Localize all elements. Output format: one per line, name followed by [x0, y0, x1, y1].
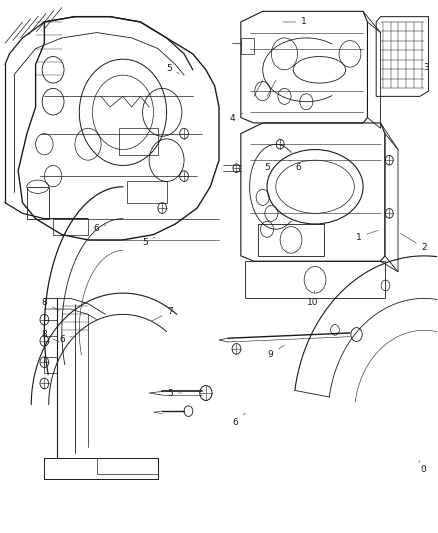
- Text: 6: 6: [233, 413, 245, 427]
- Text: 7: 7: [152, 307, 173, 321]
- Text: 2: 2: [400, 233, 427, 253]
- Text: 6: 6: [93, 224, 106, 233]
- Text: 6: 6: [289, 160, 301, 172]
- Text: 10: 10: [307, 290, 318, 307]
- Text: 5: 5: [166, 64, 180, 74]
- Text: 5: 5: [142, 237, 155, 247]
- Text: 8: 8: [42, 298, 60, 310]
- Text: 9: 9: [268, 345, 284, 359]
- Text: 6: 6: [59, 335, 72, 344]
- Text: 5: 5: [264, 160, 276, 172]
- Text: 1: 1: [356, 230, 378, 242]
- Text: 8: 8: [42, 330, 60, 342]
- Text: 1: 1: [283, 18, 307, 27]
- Text: 4: 4: [229, 114, 243, 123]
- Text: 3: 3: [422, 63, 429, 75]
- Text: 5: 5: [167, 389, 181, 398]
- Text: 0: 0: [419, 461, 426, 474]
